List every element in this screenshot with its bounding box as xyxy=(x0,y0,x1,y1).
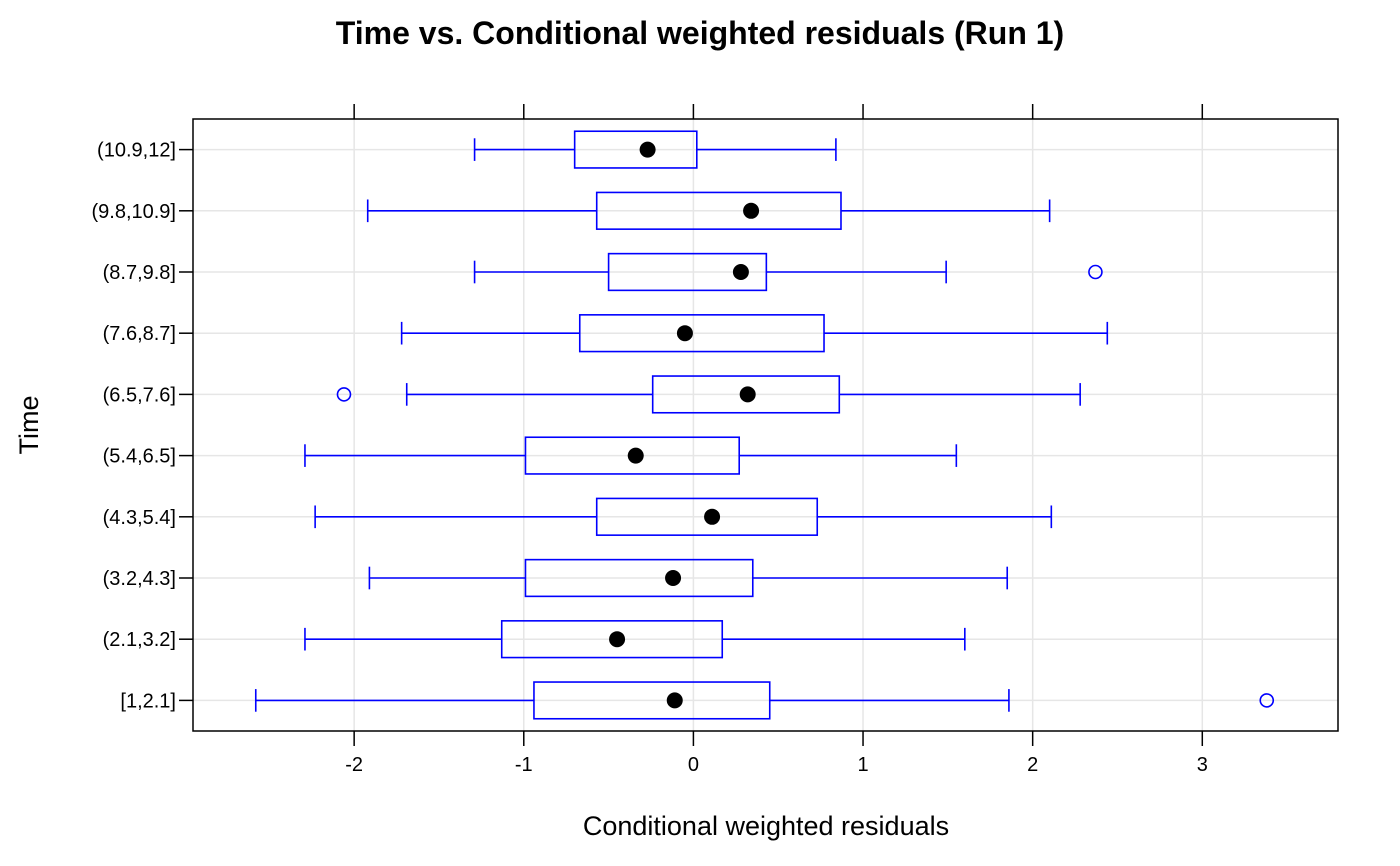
median-dot xyxy=(666,692,683,709)
median-dot xyxy=(665,570,682,586)
median-dot xyxy=(743,202,760,219)
x-axis-label: Conditional weighted residuals xyxy=(583,811,949,841)
box-1 xyxy=(304,620,966,659)
y-tick-label: (4.3,5.4] xyxy=(103,507,176,529)
outlier-point xyxy=(1259,693,1275,708)
median-dot xyxy=(732,264,749,280)
box-9 xyxy=(473,130,837,169)
y-tick-label: (2.1,3.2] xyxy=(103,629,176,651)
x-tick-label: -1 xyxy=(515,754,533,776)
box-7 xyxy=(473,252,1103,292)
box-5 xyxy=(336,375,1081,414)
iqr-box xyxy=(578,314,825,353)
axes: -2 -1 0 1 2 3 [1,2.1] (2.1,3.2] (3.2,4.3] (4.3,5.… xyxy=(91,104,1208,776)
median-dot xyxy=(609,631,626,648)
x-tick-label: 0 xyxy=(688,754,699,776)
median-dot xyxy=(676,325,693,342)
median-dot xyxy=(739,386,756,403)
median-dot xyxy=(627,447,644,464)
box-3 xyxy=(314,497,1053,536)
median-dot xyxy=(639,141,656,158)
iqr-box xyxy=(533,681,771,720)
iqr-box xyxy=(595,191,842,230)
box-series xyxy=(254,130,1275,720)
box-2 xyxy=(368,558,1009,598)
iqr-box xyxy=(524,558,754,598)
outlier-point xyxy=(1088,264,1103,280)
y-tick-label: [1,2.1] xyxy=(120,690,176,712)
y-tick-label: (7.6,8.7] xyxy=(103,323,176,345)
median-dot xyxy=(704,508,721,525)
box-6 xyxy=(400,314,1109,353)
x-tick-label: 2 xyxy=(1027,754,1038,776)
iqr-box xyxy=(524,436,741,475)
box-4 xyxy=(304,436,958,475)
box-0 xyxy=(254,681,1275,720)
y-tick-label: (9.8,10.9] xyxy=(91,201,176,223)
box-8 xyxy=(366,191,1051,230)
y-tick-label: (8.7,9.8] xyxy=(103,262,176,284)
iqr-box xyxy=(573,130,698,169)
iqr-box xyxy=(500,620,724,659)
y-tick-label: (5.4,6.5] xyxy=(103,446,176,468)
y-tick-label: (6.5,7.6] xyxy=(103,384,176,406)
x-tick-label: 3 xyxy=(1197,754,1208,776)
outlier-point xyxy=(336,387,352,402)
iqr-box xyxy=(651,375,841,414)
x-tick-label: 1 xyxy=(857,754,868,776)
iqr-box xyxy=(607,252,768,292)
y-axis-label: Time xyxy=(14,396,44,455)
y-tick-label: (3.2,4.3] xyxy=(103,568,176,590)
plot-frame xyxy=(192,118,1339,732)
y-tick-label: (10.9,12] xyxy=(97,140,176,162)
iqr-box xyxy=(595,497,819,536)
x-tick-label: -2 xyxy=(345,754,363,776)
chart-title: Time vs. Conditional weighted residuals … xyxy=(336,15,1064,51)
